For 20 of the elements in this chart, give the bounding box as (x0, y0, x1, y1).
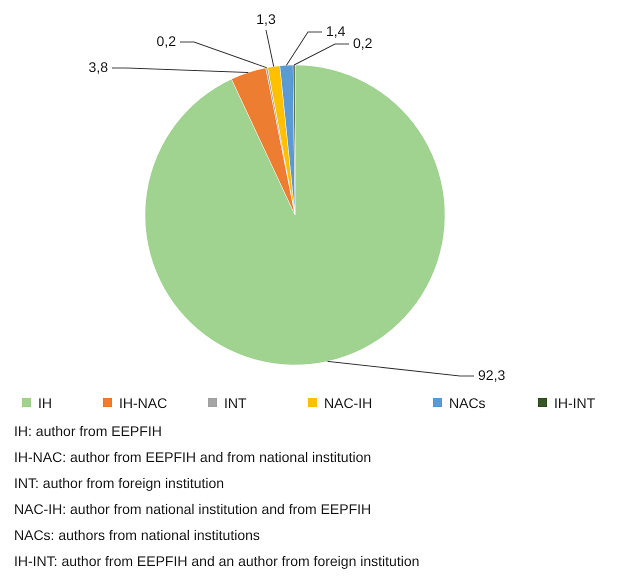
legend-label: NACs (449, 395, 486, 411)
data-label: 0,2 (156, 33, 176, 49)
legend-label: IH (38, 395, 52, 411)
pie-slice (231, 68, 296, 216)
data-label: 3,8 (88, 59, 108, 75)
data-label: 92,3 (478, 367, 506, 383)
data-label: 1,3 (256, 11, 276, 27)
text: IH-NAC: author from EEPFIH and from national institution (14, 449, 372, 465)
text: IH: author from EEPFIH (14, 423, 162, 439)
data-label: 1,4 (326, 23, 346, 39)
legend-label: INT (224, 395, 247, 411)
pie-slice (144, 64, 446, 366)
legend-label: IH-INT (554, 395, 596, 411)
text: NACs: authors from national institutions (14, 527, 260, 543)
text: NAC-IH: author from national institution and from EEPFIH (14, 501, 372, 517)
text: INT: author from foreign institution (14, 475, 224, 491)
legend-label: IH-NAC (119, 395, 168, 411)
legend-label: NAC-IH (324, 395, 372, 411)
text: IH-INT: author from EEPFIH and an author from foreign institution (14, 553, 420, 569)
data-label: 0,2 (353, 35, 373, 51)
